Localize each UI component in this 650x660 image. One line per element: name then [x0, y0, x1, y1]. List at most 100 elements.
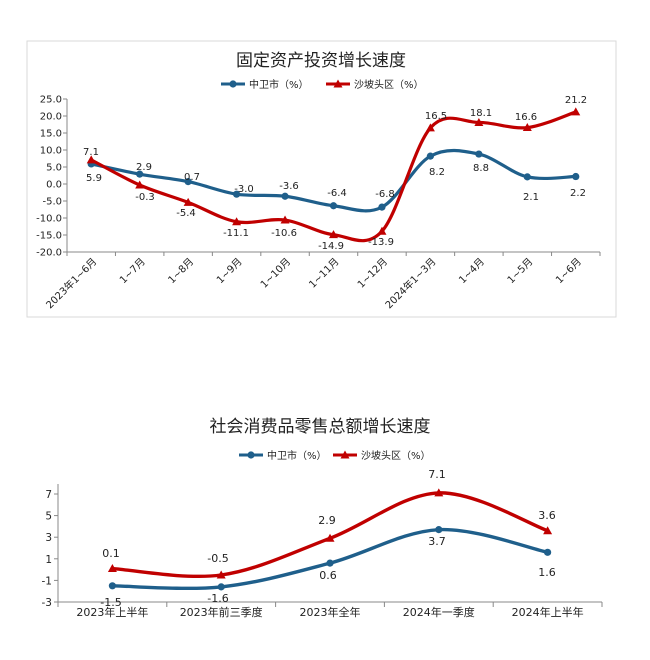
data-point: [571, 107, 581, 116]
data-label: 8.2: [429, 167, 445, 178]
x-tick-label: 2023年上半年: [76, 605, 148, 619]
chart1-legend: 中卫市（%） 沙坡头区（%）: [221, 78, 424, 91]
data-point: [523, 173, 531, 181]
legend-entry-label: 中卫市（%）: [267, 449, 327, 462]
y-tick-label: 3: [45, 532, 52, 544]
y-tick-label: 15.0: [40, 129, 62, 140]
data-label: 18.1: [470, 108, 492, 119]
y-tick-label: 5.0: [46, 163, 62, 174]
data-label: 16.6: [515, 112, 537, 123]
series-line: [89, 110, 578, 243]
legend-entry-label: 中卫市（%）: [249, 78, 309, 91]
data-label: -0.5: [207, 552, 228, 565]
data-label: -6.4: [327, 188, 347, 199]
chart1-series: 5.9 2.9 0.7 -3.0 -3.6 -6.4 -6.8 8.2 8.8 2.1 2.2 7.1…: [83, 95, 587, 252]
data-point: [108, 582, 116, 590]
data-point: [435, 526, 443, 534]
data-point: [232, 217, 242, 226]
data-point: [329, 202, 338, 210]
data-label: 2.2: [570, 188, 586, 199]
data-point: [425, 123, 435, 132]
chart2-series: -1.5 -1.6 0.6 3.7 1.6 0.1 -0.5 2.9 7.1 3.6: [100, 468, 555, 609]
y-tick-label: 10.0: [40, 146, 62, 157]
y-tick-label: 25.0: [40, 95, 62, 106]
data-point: [474, 117, 484, 126]
data-label: -13.9: [368, 237, 394, 248]
legend-swatch-marker: [247, 451, 255, 459]
legend-swatch-marker: [333, 79, 343, 88]
data-label: 2.9: [136, 162, 152, 173]
series-line: [110, 527, 550, 591]
data-point: [543, 526, 553, 535]
data-point: [329, 230, 338, 239]
data-point: [183, 197, 193, 206]
x-tick-label: 2023年全年: [300, 605, 361, 619]
data-point: [544, 548, 552, 556]
data-label: -6.8: [375, 189, 395, 200]
data-point: [326, 559, 334, 567]
data-label: 0.1: [102, 547, 120, 560]
data-point: [216, 570, 226, 579]
chart2-axes: -3 -1 1 3 5 7 2023年上半年 2023年前三季度 2023年全年 2024年一季度…: [42, 484, 603, 619]
data-point: [325, 533, 335, 542]
data-point: [434, 488, 444, 497]
y-tick-label: -15.0: [36, 231, 62, 242]
y-tick-label: -3: [42, 597, 52, 609]
x-tick-label: 2023年前三季度: [180, 605, 263, 619]
data-label: 3.6: [538, 509, 556, 522]
data-label: -14.9: [318, 241, 344, 252]
y-tick-label: -20.0: [36, 248, 62, 259]
data-point: [475, 150, 483, 158]
data-label: -0.3: [135, 192, 155, 203]
data-point: [184, 178, 192, 186]
data-point: [135, 180, 145, 189]
data-label: 8.8: [473, 163, 489, 174]
y-tick-label: -10.0: [36, 214, 62, 225]
data-point: [107, 564, 117, 573]
data-point: [232, 190, 241, 198]
data-label: -1.5: [100, 596, 121, 609]
data-point: [136, 170, 144, 178]
data-label: -5.4: [176, 208, 196, 219]
data-label: 3.7: [428, 535, 446, 548]
data-point: [426, 152, 435, 160]
legend-swatch-marker: [229, 80, 237, 88]
data-label: -1.6: [207, 592, 228, 605]
chart1-title: 固定资产投资增长速度: [236, 51, 406, 71]
data-label: 7.1: [83, 147, 99, 158]
y-tick-label: 7: [45, 489, 52, 501]
data-point: [572, 172, 580, 181]
data-label: 0.7: [184, 172, 200, 183]
legend-swatch-marker: [340, 450, 350, 459]
x-tick-label: 2024年上半年: [512, 605, 584, 619]
data-label: 21.2: [565, 95, 587, 106]
y-tick-label: 20.0: [40, 112, 62, 123]
data-label: 2.1: [523, 192, 539, 203]
fixed-asset-investment-chart: 固定资产投资增长速度 中卫市（%） 沙坡头区（%） -20.0 -15.0 -10.0…: [26, 40, 617, 318]
data-point: [281, 192, 289, 200]
data-point: [377, 226, 387, 235]
data-label: 1.6: [538, 566, 556, 579]
data-label: -3.0: [234, 184, 254, 195]
data-point: [86, 155, 96, 164]
data-label: 5.9: [86, 173, 102, 184]
data-label: 16.5: [425, 111, 447, 122]
x-tick-label: 2024年一季度: [403, 605, 475, 619]
data-point: [280, 215, 290, 224]
y-tick-label: -1: [42, 575, 52, 587]
y-tick-label: 5: [45, 511, 52, 523]
y-tick-label: 0.0: [46, 180, 62, 191]
y-tick-label: 1: [45, 554, 52, 566]
legend-entry-label: 沙坡头区（%）: [354, 78, 424, 91]
y-tick-label: -5.0: [42, 197, 62, 208]
chart2-title: 社会消费品零售总额增长速度: [210, 417, 431, 437]
data-point: [217, 583, 225, 591]
data-label: -10.6: [271, 228, 297, 239]
data-label: 2.9: [318, 514, 336, 527]
legend-entry-label: 沙坡头区（%）: [361, 449, 431, 462]
data-label: -3.6: [279, 181, 299, 192]
data-label: 0.6: [319, 569, 337, 582]
data-label: -11.1: [223, 228, 249, 239]
data-point: [378, 203, 386, 211]
chart2-legend: 中卫市（%） 沙坡头区（%）: [239, 449, 431, 462]
